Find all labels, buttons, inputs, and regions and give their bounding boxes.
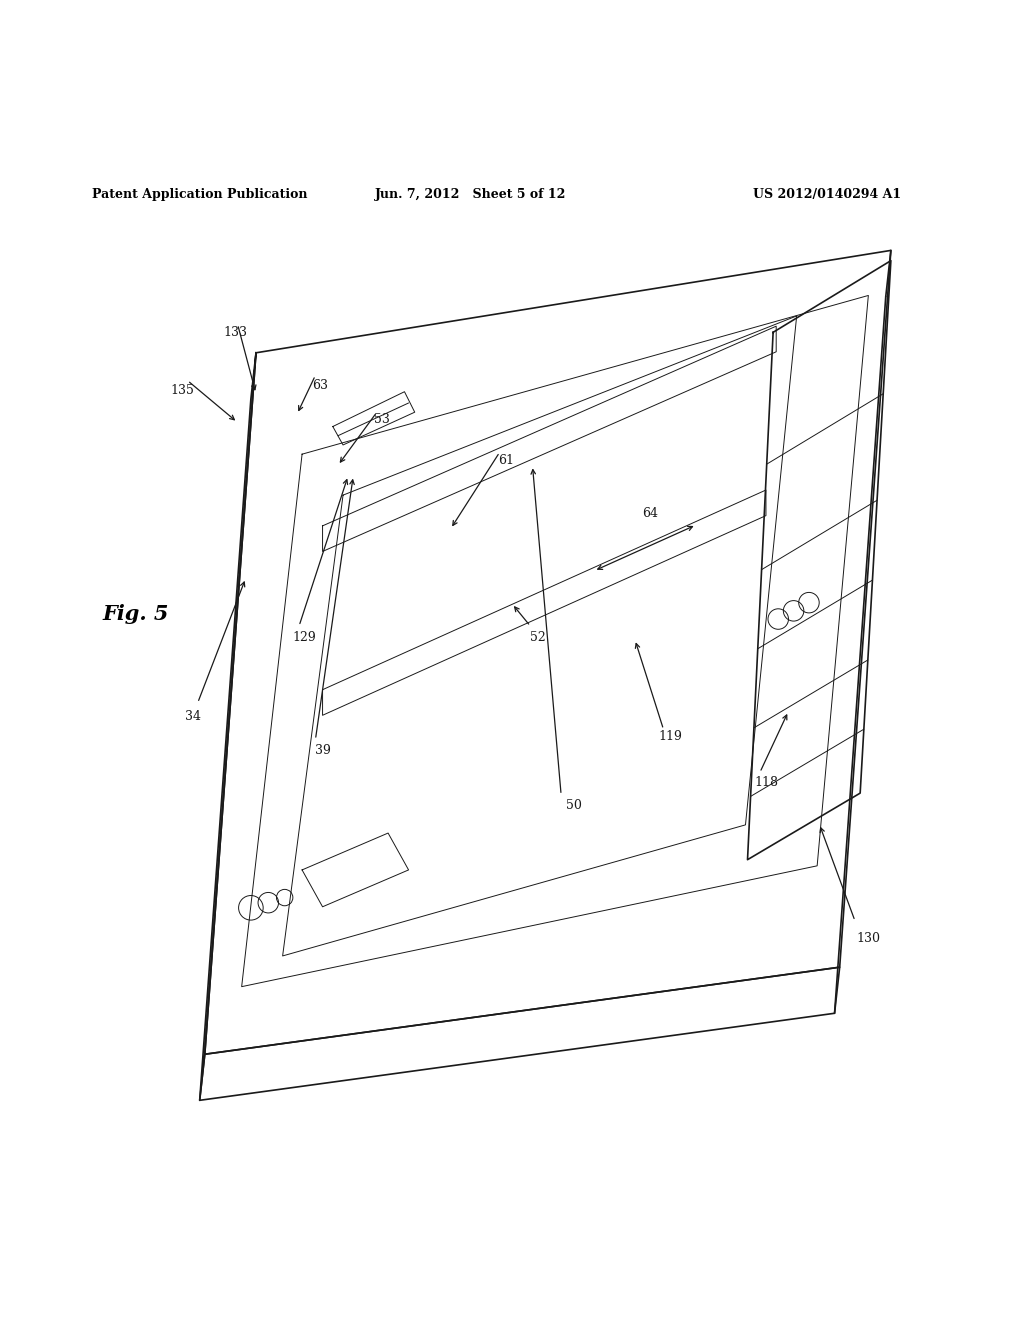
Text: 50: 50 bbox=[565, 799, 582, 812]
Text: Patent Application Publication: Patent Application Publication bbox=[92, 187, 307, 201]
Text: 119: 119 bbox=[658, 730, 683, 743]
Text: 135: 135 bbox=[170, 384, 195, 397]
Text: 63: 63 bbox=[312, 379, 329, 392]
Text: 118: 118 bbox=[754, 776, 778, 789]
Text: US 2012/0140294 A1: US 2012/0140294 A1 bbox=[753, 187, 901, 201]
Text: 39: 39 bbox=[314, 743, 331, 756]
Text: Fig. 5: Fig. 5 bbox=[102, 605, 169, 624]
Text: 34: 34 bbox=[184, 710, 201, 723]
Text: 130: 130 bbox=[856, 932, 881, 945]
Text: 133: 133 bbox=[223, 326, 248, 339]
Text: 61: 61 bbox=[498, 454, 514, 467]
Text: 53: 53 bbox=[374, 413, 390, 426]
Text: 52: 52 bbox=[529, 631, 546, 644]
Text: 64: 64 bbox=[642, 507, 658, 520]
Text: Jun. 7, 2012   Sheet 5 of 12: Jun. 7, 2012 Sheet 5 of 12 bbox=[376, 187, 566, 201]
Text: 129: 129 bbox=[292, 631, 316, 644]
